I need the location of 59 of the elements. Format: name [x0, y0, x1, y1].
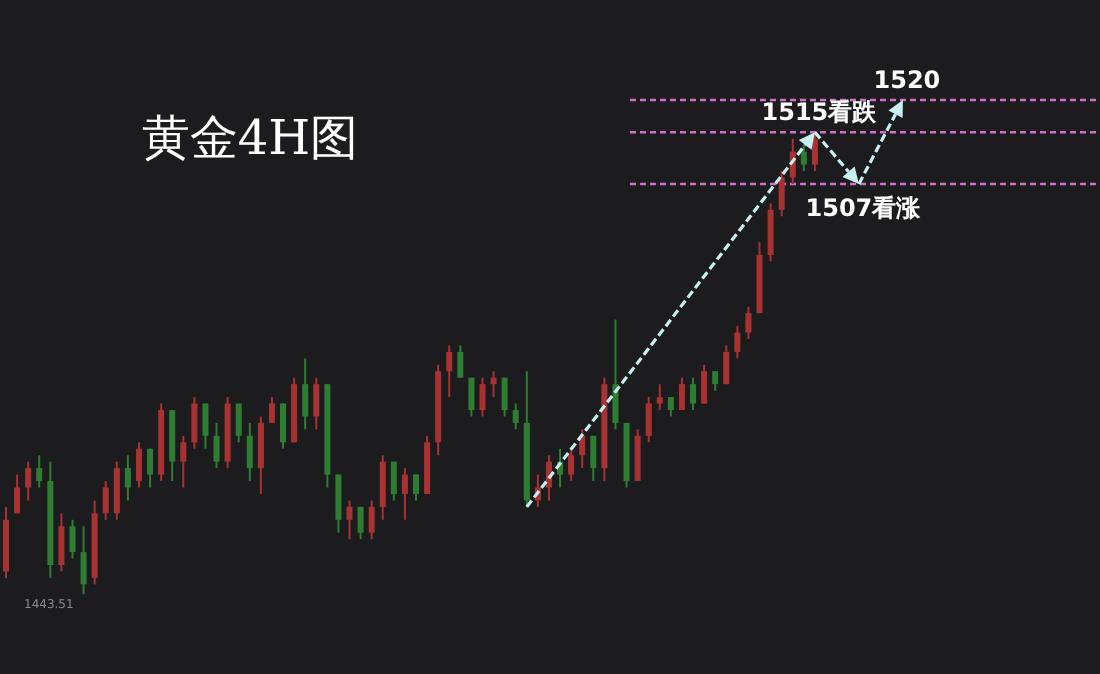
candlestick: [191, 396, 198, 450]
ref-line-label: 1515看跌: [761, 98, 879, 127]
candlestick: [645, 396, 652, 444]
candlestick: [25, 460, 32, 502]
candlestick: [800, 144, 807, 173]
candlestick: [335, 473, 342, 534]
candlestick: [379, 454, 386, 521]
candlestick: [302, 357, 309, 431]
candlestick: [401, 467, 408, 521]
candlestick: [446, 344, 453, 399]
candlestick: [268, 396, 275, 424]
candlestick: [135, 441, 142, 489]
candlestick: [14, 473, 21, 515]
candlestick: [58, 512, 65, 573]
candlestick: [501, 376, 508, 418]
candlestick: [246, 421, 253, 483]
candlestick: [778, 170, 785, 218]
candlestick: [568, 447, 575, 483]
candlestick: [147, 447, 154, 489]
candlestick: [390, 460, 397, 502]
ref-line-label: 1520: [873, 66, 941, 94]
candlestick: [667, 396, 674, 418]
candlestick: [368, 499, 375, 541]
candlestick: [313, 376, 320, 431]
candlestick: [346, 499, 353, 541]
candlestick: [590, 434, 597, 483]
candlestick: [202, 402, 209, 450]
candlestick: [734, 325, 741, 360]
candlestick: [280, 402, 287, 450]
candlestick: [767, 202, 774, 263]
candlestick: [113, 460, 120, 521]
candlestick: [80, 525, 87, 595]
candlestick: [745, 305, 752, 340]
candlestick: [357, 505, 364, 541]
candlestick: [656, 383, 663, 411]
candlestick: [512, 402, 519, 431]
candlestick: [69, 518, 76, 560]
candlestick: [612, 318, 619, 431]
chart-title: 黄金4H图: [141, 110, 359, 166]
candlestick: [36, 454, 43, 489]
candlestick: [457, 344, 464, 379]
candlestick: [235, 402, 242, 444]
candlestick: [701, 363, 708, 405]
candlestick: [712, 370, 719, 392]
candlestick: [690, 376, 697, 411]
candlestick: [490, 370, 497, 399]
candlestick: [634, 428, 641, 483]
candlestick: [124, 454, 131, 502]
candlestick: [180, 434, 187, 489]
candlestick: [213, 421, 220, 470]
candlestick: [102, 480, 109, 521]
candlestick: [479, 376, 486, 418]
candlestick: [468, 376, 475, 418]
candlestick: [723, 344, 730, 386]
candlestick: [678, 376, 685, 411]
ref-line-label: 1507看涨: [805, 193, 923, 222]
candlestick: [811, 131, 818, 173]
candlestick: [413, 473, 419, 502]
candlestick: [257, 415, 264, 495]
